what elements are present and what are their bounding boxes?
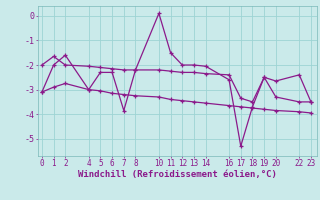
X-axis label: Windchill (Refroidissement éolien,°C): Windchill (Refroidissement éolien,°C)	[78, 170, 277, 179]
